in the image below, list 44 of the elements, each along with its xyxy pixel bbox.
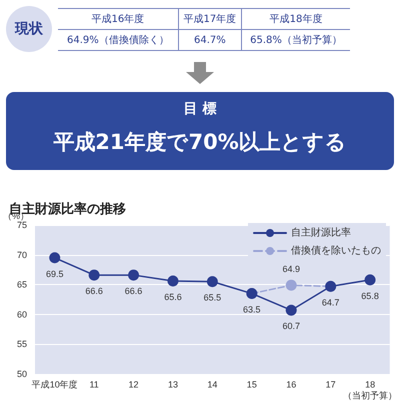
y-tick-label: 70 (16, 250, 27, 260)
data-label: 60.7 (282, 321, 300, 332)
data-label: 64.9 (282, 264, 300, 274)
text: 平成21年度で70%以上とする (52, 129, 348, 156)
data-label: 65.8 (361, 290, 379, 301)
legend-label: 自主財源比率 (291, 226, 351, 238)
x-tick-label: 16 (286, 380, 296, 390)
x-tick-label: 平成10年度 (32, 380, 78, 390)
text: 現状 (6, 6, 52, 52)
x-tick-label: 12 (128, 380, 139, 390)
point (167, 276, 178, 287)
x-tick-label: 15 (246, 380, 257, 390)
text: 65.8%（当初予算） (241, 30, 350, 50)
point (128, 270, 140, 281)
point (286, 304, 297, 316)
y-tick-label: 55 (16, 339, 27, 350)
x-tick-label: 11 (89, 380, 99, 390)
x-tick-label: 17 (326, 380, 336, 390)
data-label: 66.6 (85, 286, 103, 296)
x-tick-label: 13 (168, 380, 178, 390)
text: 目 標 (182, 100, 218, 118)
legend-label: 借換債を除いたもの (291, 244, 381, 256)
y-tick-label: 50 (16, 369, 27, 379)
y-tick-label: 60 (16, 309, 27, 320)
point (206, 276, 218, 288)
text: 平成17年度 (178, 8, 242, 30)
x-tick-label: 14 (207, 380, 218, 390)
point (88, 270, 100, 281)
data-label: 65.5 (204, 292, 222, 303)
data-label: 63.5 (243, 304, 261, 315)
x-tick-label: 18 （当初予算） (343, 380, 398, 400)
data-label: 64.7 (322, 297, 340, 308)
point (286, 280, 297, 291)
data-label: 69.5 (46, 268, 64, 279)
data-label: 66.6 (124, 286, 142, 296)
text: 64.9%（借換債除く） (58, 30, 178, 50)
data-label: 65.6 (164, 292, 182, 302)
y-tick-label: 65 (16, 280, 27, 290)
point (364, 274, 376, 286)
text: 64.7% (178, 30, 242, 50)
text: 平成18年度 (241, 8, 350, 30)
text: 平成16年度 (58, 8, 178, 30)
point (49, 252, 60, 264)
y-tick-label: 75 (16, 220, 27, 230)
